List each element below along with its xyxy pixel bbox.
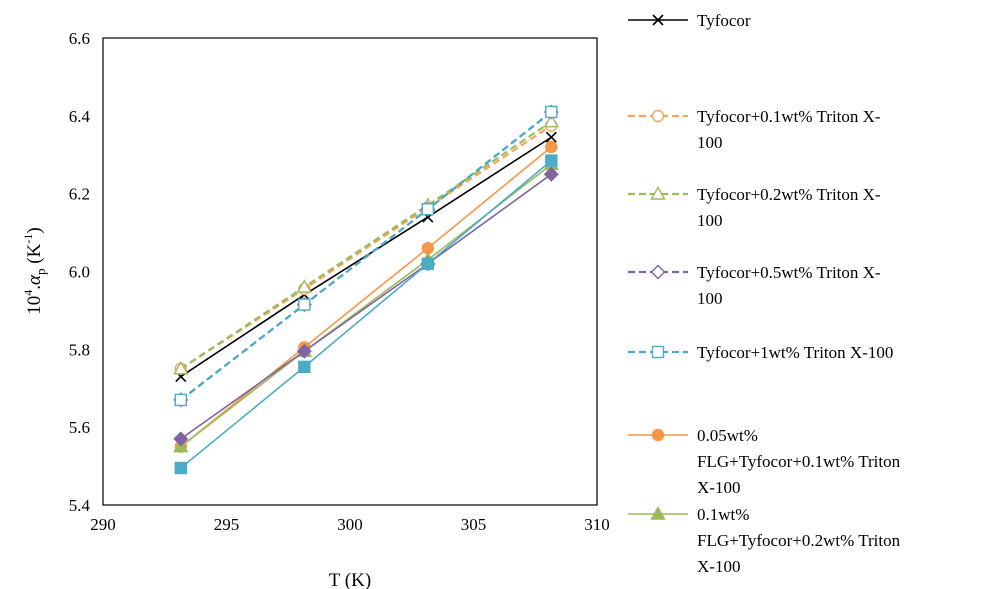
y-axis-title: 104.αp (K-1): [21, 227, 48, 314]
legend-label: 0.05wt%: [697, 426, 758, 445]
data-point: [652, 14, 664, 26]
y-tick-label: 6.6: [69, 29, 90, 48]
y-tick-label: 6.4: [69, 107, 91, 126]
series-8: [174, 154, 558, 475]
series-line: [180, 124, 552, 370]
x-tick-labels: 290 295 300 305 310: [90, 515, 610, 534]
legend-item: Tyfocor+0.2wt% Triton X- 100: [628, 185, 881, 230]
legend-label: 100: [697, 211, 723, 230]
y-tick-labels: 5.4 5.6 5.8 6.0 6.2 6.4 6.6: [69, 29, 91, 515]
x-tick-label: 295: [214, 515, 240, 534]
y-tick-label: 6.0: [69, 263, 90, 282]
data-point: [173, 360, 189, 375]
legend-label: Tyfocor+0.5wt% Triton X-: [697, 263, 881, 282]
y-tick-label: 5.4: [69, 496, 91, 515]
legend-label: X-100: [697, 478, 740, 497]
series-layer: [173, 104, 560, 475]
data-point: [296, 279, 313, 293]
data-point: [650, 186, 666, 200]
x-tick-label: 305: [461, 515, 487, 534]
legend-label: Tyfocor+0.2wt% Triton X-: [697, 185, 881, 204]
series-line: [180, 173, 552, 440]
data-point: [298, 298, 311, 311]
data-point: [651, 428, 665, 442]
data-point: [173, 431, 189, 447]
legend-label: 100: [697, 289, 723, 308]
data-point: [421, 257, 435, 270]
y-tick-label: 5.8: [69, 340, 90, 359]
legend-label: Tyfocor+1wt% Triton X-100: [697, 343, 893, 362]
legend-label: FLG+Tyfocor+0.1wt% Triton: [697, 452, 901, 471]
legend-label: Tyfocor+0.1wt% Triton X-: [697, 107, 881, 126]
legend-label: 0.1wt%: [697, 505, 749, 524]
x-tick-label: 300: [337, 515, 363, 534]
series-7: [173, 166, 559, 447]
legend-label: X-100: [697, 557, 740, 576]
data-point: [543, 166, 559, 182]
series-line: [180, 159, 552, 469]
x-tick-label: 310: [584, 515, 610, 534]
legend-label: Tyfocor: [697, 11, 751, 30]
legend-item: Tyfocor+0.5wt% Triton X- 100: [628, 263, 881, 308]
data-point: [174, 461, 188, 475]
legend-item: 0.1wt% FLG+Tyfocor+0.2wt% Triton X-100: [628, 505, 901, 576]
data-point: [174, 393, 188, 407]
series-line: [180, 120, 552, 370]
series-5: [174, 140, 558, 453]
y-tick-label: 5.6: [69, 418, 90, 437]
data-point: [650, 506, 666, 520]
x-tick-label: 290: [90, 515, 116, 534]
x-axis-title: T (K): [329, 570, 371, 589]
legend-item: 0.05wt% FLG+Tyfocor+0.1wt% Triton X-100: [628, 426, 901, 497]
series-line: [180, 146, 552, 448]
data-point: [421, 203, 435, 216]
series-line: [180, 111, 552, 401]
series-6: [173, 156, 560, 453]
y-tick-label: 6.2: [69, 185, 90, 204]
data-point: [545, 105, 558, 119]
data-point: [545, 131, 557, 143]
data-point: [298, 360, 311, 374]
legend-item: Tyfocor: [628, 11, 751, 30]
series-4: [174, 105, 558, 407]
data-point: [296, 343, 312, 359]
legend-item: Tyfocor+0.1wt% Triton X- 100: [628, 107, 881, 152]
data-point: [650, 264, 666, 280]
data-point: [543, 113, 560, 128]
data-point: [545, 154, 558, 167]
plot-area: [102, 37, 598, 506]
legend-label: 100: [697, 133, 723, 152]
data-point: [651, 345, 665, 359]
legend-item: Tyfocor+1wt% Triton X-100: [628, 343, 893, 362]
series-2: [173, 113, 560, 375]
data-point: [651, 109, 665, 123]
legend-label: FLG+Tyfocor+0.2wt% Triton: [697, 531, 901, 550]
data-point: [545, 140, 558, 154]
